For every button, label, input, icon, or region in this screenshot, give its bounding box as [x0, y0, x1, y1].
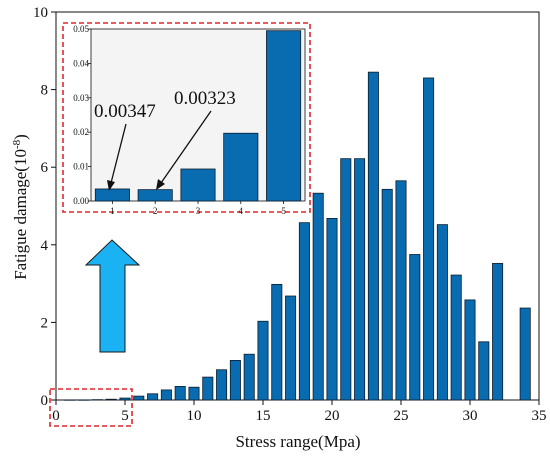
bar-17 [285, 295, 297, 401]
bar-18 [298, 222, 310, 401]
bar-16 [271, 283, 283, 401]
annotation-bar2: 0.00323 [174, 88, 236, 109]
inset-bar-3 [180, 168, 216, 202]
x-tick-label: 30 [463, 408, 478, 424]
bar-23 [367, 71, 379, 401]
bar-30 [464, 299, 476, 401]
x-tick-label: 35 [532, 408, 547, 424]
bar-8 [160, 389, 172, 401]
y-tick-label: 8 [41, 83, 49, 99]
bar-32 [492, 263, 504, 401]
bar-5 [119, 397, 131, 401]
bar-4 [105, 398, 117, 401]
bar-12 [216, 369, 228, 401]
inset-y-ticks: 0.00 0.01 0.02 0.03 0.04 0.05 [73, 24, 91, 206]
bar-21 [340, 158, 352, 401]
x-tick-label: 10 [187, 408, 202, 424]
x-tick-label: 15 [256, 408, 271, 424]
inset-y-tick-label: 0.04 [73, 58, 89, 68]
bar-13 [229, 360, 241, 401]
y-axis-title-main: Fatigue damage(10 [11, 149, 30, 280]
x-tick-label: 0 [52, 408, 60, 424]
bar-31 [478, 341, 490, 401]
annotation-bar1: 0.00347 [94, 101, 156, 122]
bar-24 [381, 188, 393, 401]
bar-26 [409, 254, 421, 401]
y-tick-label: 6 [41, 160, 49, 176]
inset-bars [94, 30, 302, 202]
inset-y-tick-label: 0.03 [73, 93, 89, 103]
x-tick-label: 20 [325, 408, 340, 424]
bar-6 [133, 395, 145, 401]
y-axis-title: Fatigue damage(10-8) [11, 134, 30, 280]
y-tick-label: 10 [33, 5, 48, 21]
inset-x-ticks: 1 2 3 4 5 [110, 201, 286, 216]
y-axis-title-close: ) [11, 134, 30, 140]
bar-11 [202, 376, 214, 401]
bar-9 [174, 386, 186, 401]
bar-25 [395, 180, 407, 401]
y-tick-label: 2 [41, 315, 49, 331]
y-axis-title-exp: -8 [11, 139, 23, 149]
y-tick-label: 0 [41, 393, 49, 409]
x-axis-title: Stress range(Mpa) [235, 432, 360, 451]
main-y-ticks: 0 2 4 6 8 10 [33, 5, 56, 409]
bar-20 [326, 218, 338, 401]
bar-15 [257, 320, 269, 401]
inset-bar-1 [94, 188, 130, 202]
bar-22 [354, 158, 366, 401]
bar-27 [423, 77, 435, 401]
inset-x-tick-label: 5 [281, 206, 286, 216]
annotation-arrow-1 [107, 123, 127, 191]
inset-x-tick-label: 1 [110, 206, 115, 216]
inset-bar-2 [137, 189, 173, 202]
y-tick-label: 4 [41, 238, 49, 254]
bar-19 [312, 192, 324, 401]
main-x-ticks: 0 5 10 15 20 25 30 35 [52, 400, 547, 424]
bar-14 [243, 353, 255, 401]
inset-y-tick-label: 0.02 [73, 127, 89, 137]
inset-x-tick-label: 4 [239, 206, 244, 216]
inset-y-tick-label: 0.01 [73, 162, 89, 172]
inset-bar-4 [223, 132, 259, 202]
bar-29 [450, 274, 462, 401]
main-bars [64, 71, 531, 401]
inset-x-tick-label: 3 [196, 206, 201, 216]
bar-28 [436, 224, 448, 401]
bar-7 [147, 393, 159, 401]
main-plot-frame [55, 11, 540, 401]
bar-10 [188, 386, 200, 401]
origin-highlight-box [49, 388, 133, 427]
bar-34 [519, 307, 531, 401]
x-tick-label: 5 [121, 408, 129, 424]
inset-x-tick-label: 2 [153, 206, 158, 216]
inset-y-tick-label: 0.05 [73, 24, 89, 34]
annotation-arrow-2 [156, 110, 212, 190]
inset-bar-5 [266, 30, 302, 202]
up-arrow-icon [84, 239, 141, 353]
inset-y-tick-label: 0.00 [73, 196, 89, 206]
x-tick-label: 25 [394, 408, 409, 424]
